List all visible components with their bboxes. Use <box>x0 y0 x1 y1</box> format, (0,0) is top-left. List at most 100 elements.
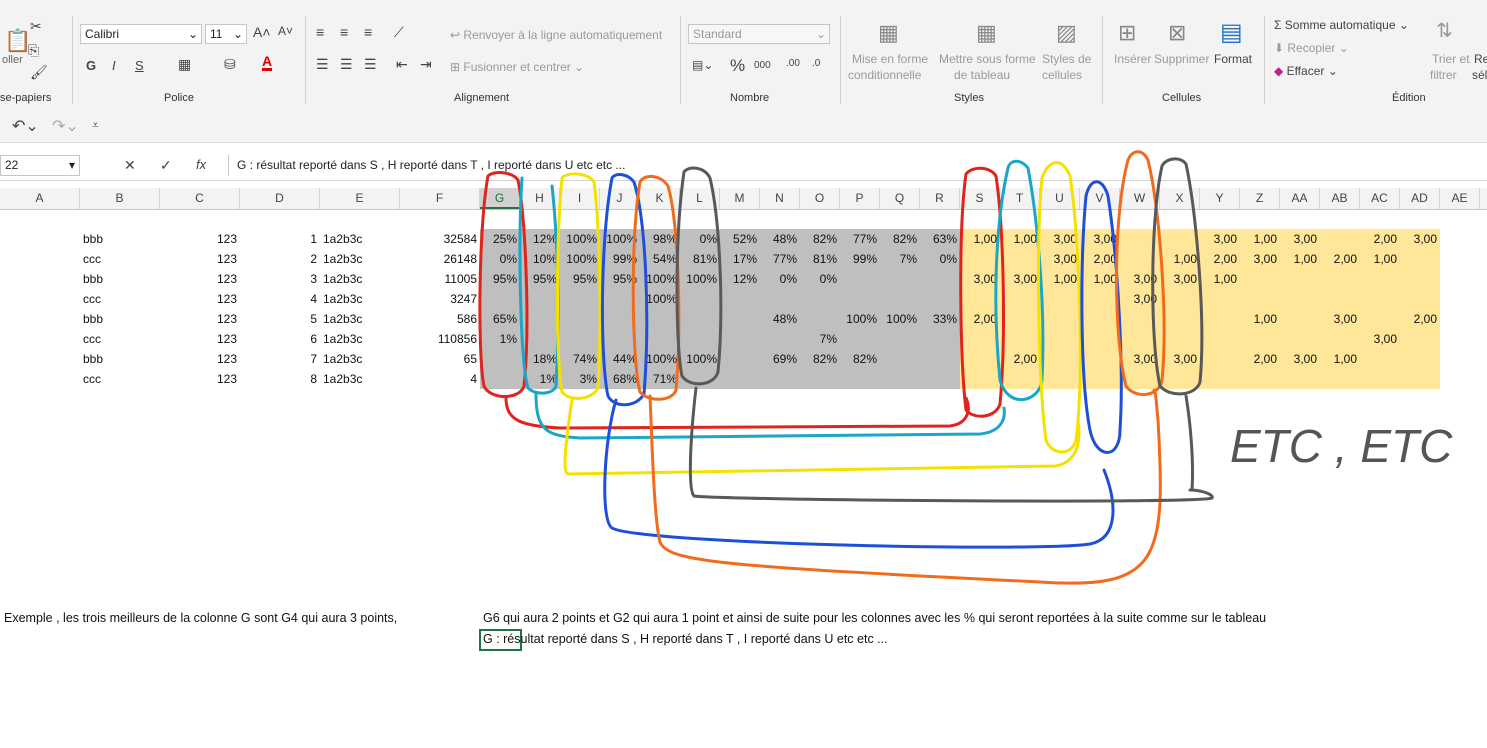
increase-font-icon[interactable]: A˄ <box>253 24 271 40</box>
cell-pts-v[interactable]: 2,00 <box>1093 252 1117 266</box>
percent-icon[interactable]: % <box>730 56 746 75</box>
column-header-p[interactable]: P <box>840 188 880 209</box>
cut-icon[interactable]: ✂ <box>30 18 42 34</box>
column-header-x[interactable]: X <box>1160 188 1200 209</box>
cell-pts-w[interactable]: 3,00 <box>1133 292 1157 306</box>
cell-c[interactable]: 123 <box>216 232 237 246</box>
cell-e[interactable]: 1a2b3c <box>323 232 363 246</box>
cell-pct-j[interactable]: 100% <box>606 232 637 246</box>
cell-pct-m[interactable]: 52% <box>732 232 757 246</box>
cell-pts-w[interactable]: 3,00 <box>1133 272 1157 286</box>
cell-pts-x[interactable]: 3,00 <box>1173 272 1197 286</box>
fill-button[interactable]: ⬇ Recopier ⌄ <box>1274 41 1349 55</box>
insert-button[interactable]: Insérer <box>1114 52 1152 66</box>
cell-c[interactable]: 123 <box>216 312 237 326</box>
column-header-e[interactable]: E <box>320 188 400 209</box>
cell-pct-n[interactable]: 0% <box>779 272 797 286</box>
cell-pts-ad[interactable]: 3,00 <box>1413 232 1437 246</box>
column-header-ad[interactable]: AD <box>1400 188 1440 209</box>
redo-icon[interactable]: ↷⌄ <box>52 118 79 135</box>
cell-pct-k[interactable]: 100% <box>646 272 677 286</box>
cell-pct-g[interactable]: 1% <box>499 332 517 346</box>
enter-icon[interactable]: ✓ <box>160 157 172 173</box>
cell-pts-ab[interactable]: 1,00 <box>1333 352 1357 366</box>
thousands-icon[interactable]: 000 <box>754 60 771 71</box>
cell-pts-ab[interactable]: 3,00 <box>1333 312 1357 326</box>
cell-pts-z[interactable]: 3,00 <box>1253 252 1277 266</box>
cell-pts-aa[interactable]: 3,00 <box>1293 352 1317 366</box>
active-cell[interactable] <box>479 629 522 651</box>
cell-d[interactable]: 6 <box>310 332 317 346</box>
cell-pts-t[interactable]: 1,00 <box>1013 232 1037 246</box>
cell-styles-button-2[interactable]: cellules <box>1042 68 1083 82</box>
column-header-r[interactable]: R <box>920 188 960 209</box>
cell-pct-m[interactable]: 12% <box>732 272 757 286</box>
column-header-l[interactable]: L <box>680 188 720 209</box>
cell-e[interactable]: 1a2b3c <box>323 252 363 266</box>
cell-pct-l[interactable]: 0% <box>699 232 717 246</box>
align-left-icon[interactable]: ☰ <box>316 56 329 72</box>
column-header-o[interactable]: O <box>800 188 840 209</box>
cell-pct-k[interactable]: 100% <box>646 292 677 306</box>
cell-pts-aa[interactable]: 3,00 <box>1293 232 1317 246</box>
increase-decimal-icon[interactable]: .00 <box>786 58 800 69</box>
cell-c[interactable]: 123 <box>216 332 237 346</box>
cell-pct-q[interactable]: 7% <box>899 252 917 266</box>
cell-pct-q[interactable]: 100% <box>886 312 917 326</box>
cell-pct-o[interactable]: 82% <box>812 232 837 246</box>
column-header-c[interactable]: C <box>160 188 240 209</box>
cell-pct-l[interactable]: 81% <box>692 252 717 266</box>
cell-pct-g[interactable]: 65% <box>492 312 517 326</box>
cell-pct-h[interactable]: 1% <box>539 372 557 386</box>
cell-pts-s[interactable]: 1,00 <box>973 232 997 246</box>
cell-f[interactable]: 3247 <box>450 292 477 306</box>
cell-pct-o[interactable]: 81% <box>812 252 837 266</box>
merge-center-button[interactable]: ⊞ Fusionner et centrer ⌄ <box>450 60 585 74</box>
cell-f[interactable]: 110856 <box>437 332 477 346</box>
sort-filter-button[interactable]: Trier et <box>1432 52 1470 66</box>
column-header-q[interactable]: Q <box>880 188 920 209</box>
cell-pct-g[interactable]: 95% <box>492 272 517 286</box>
bold-button[interactable]: G <box>86 58 97 73</box>
currency-icon[interactable]: ▤⌄ <box>692 58 714 72</box>
cell-f[interactable]: 26148 <box>443 252 477 266</box>
align-center-icon[interactable]: ☰ <box>340 56 353 72</box>
cell-pct-k[interactable]: 54% <box>652 252 677 266</box>
cell-pts-u[interactable]: 3,00 <box>1053 252 1077 266</box>
cell-pct-r[interactable]: 0% <box>939 252 957 266</box>
decrease-indent-icon[interactable]: ⇤ <box>396 56 408 72</box>
cell-pts-s[interactable]: 3,00 <box>973 272 997 286</box>
cell-b[interactable]: bbb <box>83 312 104 326</box>
conditional-format-button[interactable]: Mise en forme <box>852 52 929 66</box>
cell-pts-u[interactable]: 3,00 <box>1053 232 1077 246</box>
cell-pts-ab[interactable]: 2,00 <box>1333 252 1357 266</box>
cell-d[interactable]: 4 <box>310 292 317 306</box>
decrease-font-icon[interactable]: A˅ <box>278 24 294 38</box>
cell-pts-ac[interactable]: 2,00 <box>1373 232 1397 246</box>
wrap-text-button[interactable]: ↩ Renvoyer à la ligne automatiquement <box>450 28 663 42</box>
cell-pct-o[interactable]: 82% <box>812 352 837 366</box>
column-header-ae[interactable]: AE <box>1440 188 1480 209</box>
column-header-aa[interactable]: AA <box>1280 188 1320 209</box>
cell-b[interactable]: ccc <box>83 292 101 306</box>
orientation-icon[interactable]: ⟋ <box>394 24 404 40</box>
cancel-icon[interactable]: ✕ <box>124 157 136 173</box>
borders-icon[interactable]: ▦ <box>178 56 192 72</box>
cell-pts-y[interactable]: 1,00 <box>1213 272 1237 286</box>
cell-b[interactable]: ccc <box>83 332 101 346</box>
cell-c[interactable]: 123 <box>216 292 237 306</box>
cell-pts-w[interactable]: 3,00 <box>1133 352 1157 366</box>
cell-f[interactable]: 4 <box>470 372 477 386</box>
format-button[interactable]: Format <box>1214 52 1253 66</box>
cell-pct-m[interactable]: 17% <box>732 252 757 266</box>
cell-pts-ac[interactable]: 1,00 <box>1373 252 1397 266</box>
cell-pts-z[interactable]: 2,00 <box>1253 352 1277 366</box>
cell-c[interactable]: 123 <box>216 372 237 386</box>
align-top-icon[interactable]: ≡ <box>316 24 325 40</box>
cell-f[interactable]: 32584 <box>443 232 477 246</box>
cell-pts-z[interactable]: 1,00 <box>1253 232 1277 246</box>
cell-pct-r[interactable]: 33% <box>932 312 957 326</box>
cell-pct-p[interactable]: 77% <box>852 232 877 246</box>
find-select-button-2[interactable]: sél <box>1472 68 1487 82</box>
copy-icon[interactable]: ⎘ <box>28 42 40 58</box>
